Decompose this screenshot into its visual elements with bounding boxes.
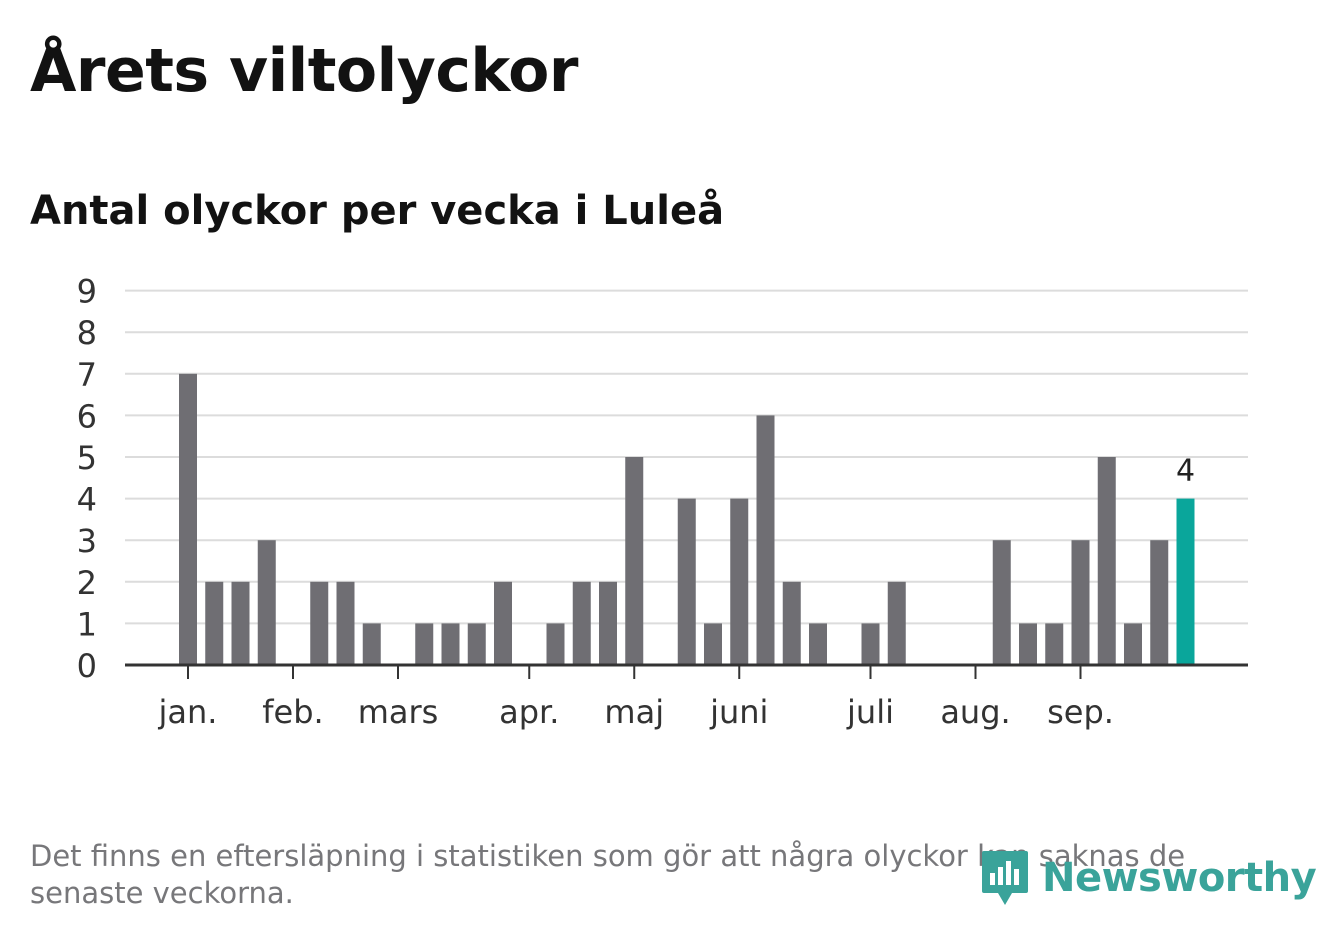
- x-axis: jan. feb. mars apr. maj juni juli aug. sep.: [125, 663, 1248, 731]
- bar-week-3: [231, 581, 250, 665]
- bar-week-2: [205, 581, 224, 665]
- data-label-latest: 4: [1176, 454, 1195, 489]
- y-tick-label-8: 8: [77, 314, 97, 352]
- x-tick-label-juni: juni: [709, 693, 768, 731]
- bar-week-1: [179, 373, 197, 665]
- bar-week-27: [861, 623, 880, 665]
- bar-week-16: [572, 581, 591, 665]
- bar-week-32: [992, 540, 1011, 665]
- bar-week-21: [704, 623, 722, 665]
- bar-week-10: [415, 623, 434, 665]
- y-tick-label-3: 3: [77, 522, 97, 560]
- bar-week-22: [730, 498, 749, 665]
- chart-title: Årets viltolyckor: [30, 36, 579, 106]
- bar-week-18: [625, 457, 644, 665]
- bar-week-23: [756, 415, 775, 665]
- x-tick-label-aug: aug.: [940, 693, 1010, 731]
- y-tick-label-0: 0: [77, 647, 97, 685]
- bar-week-36: [1097, 457, 1116, 665]
- x-tick-label-mars: mars: [358, 693, 439, 731]
- y-tick-label-5: 5: [77, 439, 97, 477]
- bar-week-37: [1124, 623, 1142, 665]
- brand-name: Newsworthy: [1042, 855, 1317, 901]
- bar-week-20: [677, 498, 696, 665]
- bar-week-13: [494, 581, 512, 665]
- bar-week-8: [362, 623, 381, 665]
- x-tick-label-apr: apr.: [499, 693, 559, 731]
- y-tick-label-2: 2: [77, 564, 97, 602]
- bar-week-4: [257, 540, 276, 665]
- brand-logo[interactable]: Newsworthy: [980, 846, 1317, 910]
- bar-week-33: [1019, 623, 1037, 665]
- bar-week-24: [782, 581, 801, 665]
- bar-week-11: [441, 623, 460, 665]
- bar-week-7: [336, 581, 355, 665]
- y-tick-label-9: 9: [77, 273, 97, 311]
- x-tick-label-sep: sep.: [1047, 693, 1114, 731]
- bar-week-34: [1045, 623, 1064, 665]
- bars: [179, 373, 1195, 665]
- data-labels: 4: [1176, 454, 1195, 489]
- bar-week-12: [467, 623, 486, 665]
- y-tick-label-1: 1: [77, 605, 97, 643]
- x-tick-label-jan: jan.: [158, 693, 218, 731]
- x-tick-label-feb: feb.: [262, 693, 323, 731]
- bar-week-25: [809, 623, 827, 665]
- chart-subtitle: Antal olyckor per vecka i Luleå: [30, 188, 725, 234]
- bar-week-39: [1176, 498, 1195, 665]
- bar-week-35: [1071, 540, 1090, 665]
- bar-week-15: [546, 623, 565, 665]
- bar-week-6: [310, 581, 329, 665]
- y-tick-label-4: 4: [77, 481, 97, 519]
- bar-week-17: [599, 581, 617, 665]
- x-tick-label-juli: juli: [846, 693, 894, 731]
- y-axis-ticks: 0 12 34 5 67 89: [77, 273, 97, 685]
- x-tick-label-maj: maj: [604, 693, 664, 731]
- newsworthy-logo-icon: [982, 851, 1028, 905]
- bar-week-28: [887, 581, 906, 665]
- bar-week-38: [1150, 540, 1169, 665]
- y-tick-label-6: 6: [77, 397, 97, 435]
- y-tick-label-7: 7: [77, 356, 97, 394]
